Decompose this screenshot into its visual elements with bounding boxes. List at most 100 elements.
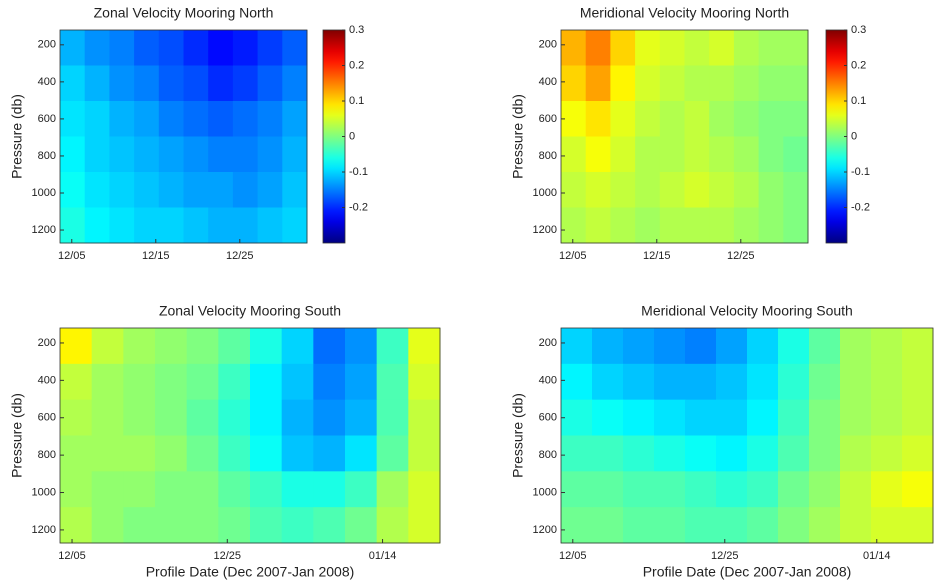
heatmap-cell (685, 328, 717, 365)
heatmap-cell (610, 101, 636, 137)
heatmap-cell (871, 435, 903, 472)
heatmap-cell (155, 399, 188, 436)
heatmap-cell (408, 363, 441, 401)
heatmap-cell (685, 435, 717, 472)
heatmap-cell (313, 328, 346, 365)
heatmap-cell (733, 101, 760, 137)
heatmap-cell (871, 507, 903, 544)
heatmap-cell (610, 172, 636, 208)
heatmap-cell (232, 101, 259, 137)
heatmap-cell (623, 471, 655, 508)
heatmap-cell (716, 435, 748, 472)
heatmap-cell (250, 507, 283, 544)
heatmap-cell (345, 435, 378, 472)
y-tick-label: 600 (539, 113, 557, 125)
heatmap-cell (91, 328, 124, 365)
colorbar-tick-label: 0 (851, 130, 857, 142)
heatmap-cell (84, 172, 110, 208)
heatmap-cell (232, 136, 259, 173)
colorbar-tick-label: 0.3 (349, 24, 364, 36)
heatmap-cell (623, 328, 655, 365)
heatmap-cell (408, 471, 441, 508)
heatmap-cell (158, 101, 184, 137)
heatmap-cell (635, 207, 661, 244)
heatmap-cell (109, 101, 135, 137)
heatmap-cell (758, 207, 784, 244)
y-tick-label: 200 (38, 39, 56, 51)
heatmap-cell (733, 65, 760, 102)
heatmap-cell (376, 471, 409, 508)
heatmap-cell (250, 471, 283, 508)
heatmap-cell (592, 435, 624, 472)
heatmap-cell (685, 399, 717, 436)
heatmap-cell (592, 328, 624, 365)
heatmap-cell (408, 507, 441, 544)
heatmap-cell (733, 136, 760, 173)
heatmap-cell (134, 30, 160, 66)
x-axis-label: Profile Date (Dec 2007-Jan 2008) (643, 564, 852, 580)
heatmap-cell (685, 363, 717, 401)
y-tick-label: 1000 (32, 187, 56, 199)
y-tick-label: 200 (38, 337, 56, 349)
heatmap-cell (684, 101, 710, 137)
heatmap-cell (123, 399, 156, 436)
heatmap-cell (709, 101, 735, 137)
heatmap-cell (313, 507, 346, 544)
heatmap-cell (871, 363, 903, 401)
heatmap-cell (592, 471, 624, 508)
x-tick-label: 12/15 (643, 250, 671, 262)
heatmap-cell (345, 399, 378, 436)
heatmap-cell (592, 363, 624, 401)
y-tick-label: 1000 (533, 486, 557, 498)
heatmap-cell (684, 65, 710, 102)
heatmap-cell (585, 65, 611, 102)
heatmap-cell (809, 507, 841, 544)
heatmap-cell (109, 207, 135, 244)
heatmap-cell (208, 101, 234, 137)
heatmap-cell (709, 65, 735, 102)
heatmap-cell (758, 65, 784, 102)
heatmap-cell (747, 471, 779, 508)
heatmap-cell (840, 328, 872, 365)
heatmap-cell (659, 30, 685, 66)
heatmap-cell (281, 399, 314, 436)
heatmap-cell (585, 172, 611, 208)
heatmap-cell (635, 172, 661, 208)
heatmap-cell (218, 507, 251, 544)
heatmap-cell (654, 507, 686, 544)
heatmap-cell (183, 172, 209, 208)
heatmap-cell (809, 435, 841, 472)
heatmap-cell (561, 435, 593, 472)
heatmap-cell (155, 435, 188, 472)
heatmap-cell (585, 136, 611, 173)
heatmap-cell (709, 172, 735, 208)
heatmap-cell (345, 363, 378, 401)
colorbar (322, 29, 346, 244)
heatmap-cell (345, 471, 378, 508)
heatmap-cell (155, 328, 188, 365)
heatmap-cell (902, 471, 934, 508)
heatmap-cell (654, 435, 686, 472)
heatmap-cell (345, 507, 378, 544)
chart-title: Meridional Velocity Mooring North (580, 5, 789, 21)
heatmap-cell (218, 435, 251, 472)
chart-title: Zonal Velocity Mooring North (94, 5, 274, 21)
heatmap-cell (60, 399, 93, 436)
heatmap-cell (778, 363, 810, 401)
heatmap-cell (281, 435, 314, 472)
x-tick-label: 12/25 (711, 550, 739, 562)
heatmap-cell (635, 65, 661, 102)
heatmap-cell (716, 363, 748, 401)
colorbar-tick-label: 0 (349, 130, 355, 142)
heatmap-cell (281, 363, 314, 401)
heatmap-cell (783, 30, 809, 66)
heatmap-cell (186, 328, 219, 365)
heatmap-cell (684, 136, 710, 173)
heatmap-cell (783, 101, 809, 137)
heatmap-cell (871, 399, 903, 436)
heatmap-cell (840, 363, 872, 401)
plot-frame (59, 29, 308, 244)
heatmap-cell (313, 435, 346, 472)
heatmap-cell (376, 328, 409, 365)
plot-frame (560, 327, 934, 544)
